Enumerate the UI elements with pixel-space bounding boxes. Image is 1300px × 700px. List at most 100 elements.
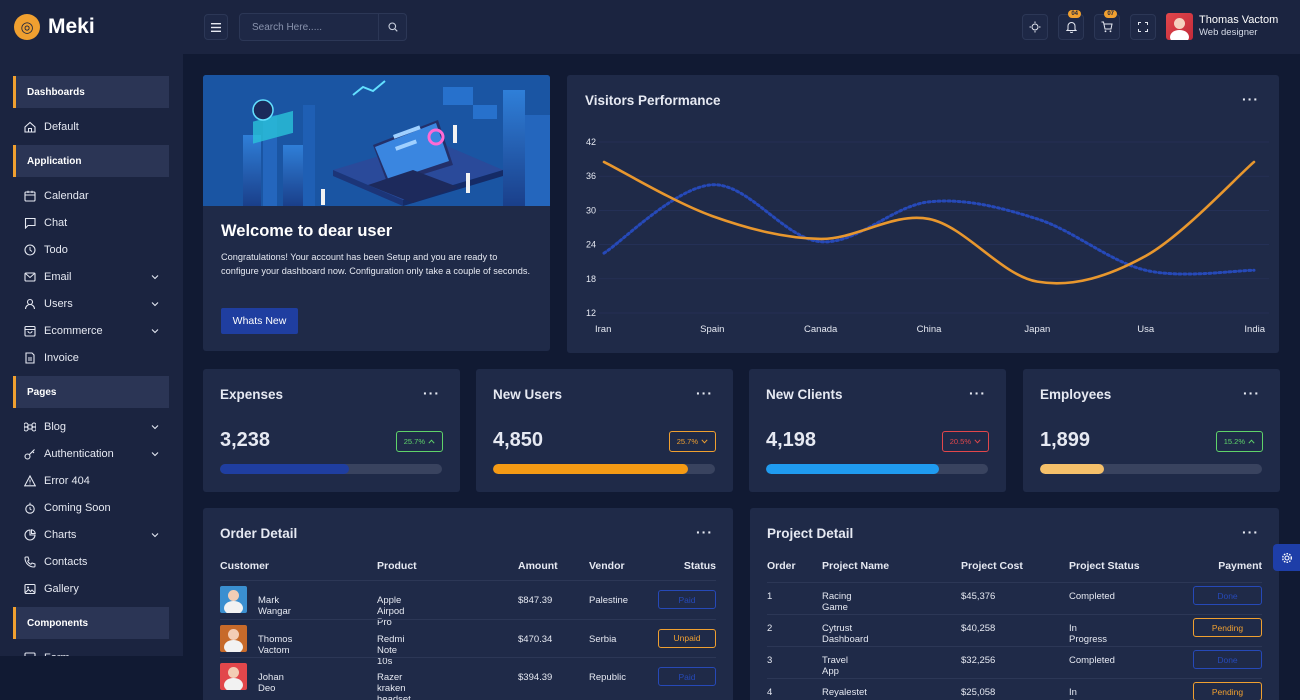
series-line-1 — [602, 183, 1256, 276]
sidebar-item-invoice[interactable]: Invoice — [0, 344, 183, 371]
stat-change-badge: 25.7% — [668, 431, 716, 452]
menu-toggle-button[interactable] — [204, 14, 228, 40]
project-more-button[interactable]: ··· — [1242, 524, 1259, 540]
customer-avatar — [220, 586, 247, 613]
stat-more-button[interactable]: ··· — [423, 385, 440, 401]
project-order: 3 — [767, 655, 773, 666]
customer-name: Mark Wangar — [258, 595, 291, 617]
customer-avatar — [220, 624, 247, 652]
vendor-name: Republic — [589, 672, 626, 683]
project-column-header[interactable]: Order — [767, 560, 796, 572]
project-column-header[interactable]: Project Cost — [961, 560, 1023, 572]
project-column-header[interactable]: Payment — [1218, 560, 1262, 572]
cart-button[interactable]: 07 — [1094, 10, 1120, 40]
sidebar-item-email[interactable]: Email — [0, 263, 183, 290]
status-badge[interactable]: Unpaid — [658, 628, 716, 648]
sidebar-item-contacts[interactable]: Contacts — [0, 548, 183, 575]
payment-badge[interactable]: Pending — [1193, 618, 1262, 637]
notifications-button[interactable]: 04 — [1058, 10, 1084, 40]
logo-icon: ◎ — [14, 14, 40, 40]
row-divider — [767, 614, 1262, 615]
sidebar-item-form[interactable]: Form — [0, 644, 183, 656]
brand-logo[interactable]: ◎ Meki — [0, 0, 183, 54]
user-avatar — [1166, 13, 1193, 40]
order-column-header[interactable]: Vendor — [589, 560, 625, 572]
sidebar-item-label: Todo — [44, 243, 68, 256]
fullscreen-button[interactable] — [1130, 14, 1156, 40]
project-name: Racing Game — [822, 591, 852, 613]
notifications-count-badge: 04 — [1068, 10, 1081, 18]
key-icon — [24, 448, 35, 460]
project-cost: $25,058 — [961, 687, 996, 698]
order-more-button[interactable]: ··· — [696, 524, 713, 540]
user-profile[interactable]: Thomas Vactom Web designer — [1166, 13, 1278, 40]
theme-toggle-button[interactable] — [1022, 14, 1048, 40]
sidebar-item-label: Error 404 — [44, 474, 90, 487]
stat-more-button[interactable]: ··· — [1243, 385, 1260, 401]
order-column-header[interactable]: Customer — [220, 560, 270, 572]
payment-badge[interactable]: Done — [1193, 586, 1262, 605]
x-tick-label: India — [1244, 324, 1265, 335]
mail-icon — [24, 271, 36, 282]
row-divider — [767, 582, 1262, 583]
form-icon — [24, 651, 36, 656]
stopwatch-icon — [25, 502, 35, 514]
chevron-down-icon — [701, 439, 708, 444]
phone-icon — [24, 556, 36, 568]
order-column-header[interactable]: Product — [377, 560, 417, 572]
vendor-name: Serbia — [589, 633, 617, 645]
y-tick-label: 24 — [586, 240, 596, 250]
order-amount: $847.39 — [518, 595, 553, 606]
project-order: 4 — [767, 687, 773, 698]
sidebar-item-blog[interactable]: Blog — [0, 413, 183, 440]
visitors-title: Visitors Performance — [585, 93, 721, 108]
search-input[interactable] — [240, 21, 378, 33]
row-divider — [220, 657, 716, 658]
welcome-title: Welcome to dear user — [221, 222, 393, 240]
stat-progress-fill — [493, 464, 689, 474]
payment-badge[interactable]: Pending — [1193, 682, 1262, 700]
status-badge[interactable]: Paid — [658, 667, 716, 686]
order-column-header[interactable]: Status — [683, 560, 716, 572]
project-status: In Progress — [1069, 687, 1107, 700]
sidebar-item-users[interactable]: Users — [0, 290, 183, 317]
sidebar-item-charts[interactable]: Charts — [0, 521, 183, 548]
sidebar-item-gallery[interactable]: Gallery — [0, 575, 183, 602]
sidebar-item-coming-soon[interactable]: Coming Soon — [0, 494, 183, 521]
visitors-more-button[interactable]: ··· — [1242, 91, 1259, 107]
visitors-chart: 12 18 24 30 36 42 Iran Spain Canada China Japan Usa… — [586, 137, 1269, 335]
sidebar-item-default[interactable]: Default — [0, 113, 183, 140]
sidebar-item-ecommerce[interactable]: Ecommerce — [0, 317, 183, 344]
project-column-header[interactable]: Project Status — [1069, 560, 1140, 572]
project-status: Completed — [1069, 591, 1115, 602]
vendor-name: Palestine — [589, 595, 629, 606]
chat-icon — [24, 217, 36, 229]
search-button[interactable] — [378, 14, 406, 40]
payment-badge[interactable]: Done — [1193, 650, 1262, 669]
bell-icon — [1065, 22, 1077, 33]
order-column-header[interactable]: Amount — [518, 560, 558, 572]
status-badge[interactable]: Paid — [658, 590, 716, 609]
project-name: Travel App — [822, 655, 849, 677]
sidebar-item-chat[interactable]: Chat — [0, 209, 183, 236]
settings-button[interactable] — [1273, 544, 1300, 571]
sidebar-item-todo[interactable]: Todo — [0, 236, 183, 263]
customer-name: Johan Deo — [258, 672, 284, 694]
order-detail-card: Order Detail ··· Customer Product Amount Ve… — [203, 508, 733, 700]
stat-more-button[interactable]: ··· — [969, 385, 986, 401]
sidebar-item-authentication[interactable]: Authentication — [0, 440, 183, 467]
sidebar-item-calendar[interactable]: Calendar — [0, 182, 183, 209]
cart-count-badge: 07 — [1104, 10, 1117, 18]
whats-new-button[interactable]: Whats New — [221, 308, 298, 334]
gear-icon — [1281, 552, 1292, 563]
stat-title: New Users — [493, 387, 563, 402]
stat-progress-track — [766, 464, 988, 474]
project-column-header[interactable]: Project Name — [822, 560, 890, 572]
user-name: Thomas Vactom — [1199, 14, 1279, 26]
sidebar-item-label: Email — [44, 270, 72, 283]
invoice-icon — [25, 351, 35, 364]
sidebar-item-error-404[interactable]: Error 404 — [0, 467, 183, 494]
sidebar-item-label: Chat — [44, 216, 68, 229]
stat-more-button[interactable]: ··· — [696, 385, 713, 401]
stat-title: Expenses — [220, 387, 284, 402]
